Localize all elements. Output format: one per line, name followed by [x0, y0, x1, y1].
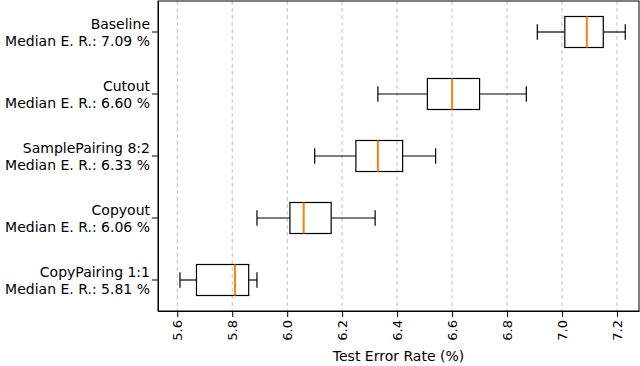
- x-tick: 6.6: [445, 311, 460, 341]
- x-tick-mark: [177, 311, 178, 317]
- median-label: Median E. R.: 6.33 %: [5, 157, 150, 173]
- whisker-cap: [256, 210, 257, 226]
- whisker-cap: [179, 272, 180, 288]
- x-tick-mark: [617, 311, 618, 317]
- box: [356, 141, 403, 172]
- category-label: Cutout: [103, 78, 151, 94]
- median-line: [451, 79, 453, 110]
- x-axis-title: Test Error Rate (%): [332, 348, 464, 364]
- x-tick-label: 6.4: [390, 320, 405, 341]
- x-tick-mark: [452, 311, 453, 317]
- x-tick-mark: [562, 311, 563, 317]
- whisker: [403, 155, 436, 156]
- x-tick-label: 6.0: [280, 320, 295, 341]
- whisker: [537, 31, 564, 32]
- y-tick: [152, 156, 158, 157]
- median-label: Median E. R.: 6.60 %: [5, 95, 150, 111]
- x-tick-mark: [232, 311, 233, 317]
- x-tick-mark: [507, 311, 508, 317]
- median-line: [586, 17, 588, 48]
- category-label: Copyout: [92, 202, 151, 218]
- whisker-cap: [625, 24, 626, 40]
- y-tick: [152, 32, 158, 33]
- y-tick-mark: [152, 280, 158, 281]
- x-tick: 6.4: [390, 311, 405, 341]
- whisker-cap: [314, 148, 315, 164]
- grid-line: [562, 1, 563, 311]
- x-tick-label: 6.2: [335, 320, 350, 341]
- x-tick: 6.8: [500, 311, 515, 341]
- median-label: Median E. R.: 6.06 %: [5, 219, 150, 235]
- plot-frame: [158, 1, 639, 311]
- x-tick: 6.2: [335, 311, 350, 341]
- boxes: [180, 17, 625, 296]
- chart: 5.65.86.06.26.46.66.87.07.2BaselineMedia…: [0, 0, 640, 366]
- whisker: [378, 93, 427, 94]
- y-tick: [152, 94, 158, 95]
- box-group: [257, 203, 375, 234]
- category-label: CopyPairing 1:1: [40, 264, 150, 280]
- median-label: Median E. R.: 7.09 %: [5, 33, 150, 49]
- y-tick: [152, 280, 158, 281]
- x-tick-label: 7.0: [555, 320, 570, 341]
- x-tick: 7.2: [610, 311, 625, 341]
- x-tick-mark: [287, 311, 288, 317]
- grid-line: [617, 1, 618, 311]
- x-tick: 7.0: [555, 311, 570, 341]
- whisker: [480, 93, 527, 94]
- box: [196, 265, 248, 296]
- x-tick-label: 5.6: [170, 320, 185, 341]
- y-tick-mark: [152, 32, 158, 33]
- x-axis: 5.6 5.8 6.0 6.2 6.4 6.6 6.8 7.0 7.2: [159, 311, 640, 341]
- median-line: [303, 203, 305, 234]
- whisker: [315, 155, 356, 156]
- box-group: [315, 141, 436, 172]
- x-tick: 5.8: [225, 311, 240, 341]
- x-tick-label: 7.2: [610, 320, 625, 341]
- whisker: [603, 31, 625, 32]
- box: [565, 17, 603, 48]
- y-tick-mark: [152, 94, 158, 95]
- whisker-cap: [375, 210, 376, 226]
- category-label: Baseline: [91, 16, 150, 32]
- grid-line: [507, 1, 508, 311]
- y-tick-mark: [152, 218, 158, 219]
- box-group: [378, 79, 526, 110]
- x-tick-mark: [342, 311, 343, 317]
- whisker-cap: [377, 86, 378, 102]
- grid: [177, 1, 617, 311]
- whisker-cap: [256, 272, 257, 288]
- plot: 5.6 5.8 6.0 6.2 6.4 6.6 6.8 7.0 7.2: [152, 1, 640, 341]
- category-label: SamplePairing 8:2: [23, 140, 150, 156]
- grid-line: [397, 1, 398, 311]
- y-tick: [152, 218, 158, 219]
- whisker: [331, 217, 375, 218]
- box-group: [537, 17, 625, 48]
- x-tick-label: 6.6: [445, 320, 460, 341]
- box: [290, 203, 331, 234]
- whisker-cap: [435, 148, 436, 164]
- whisker-cap: [537, 24, 538, 40]
- x-tick-label: 6.8: [500, 320, 515, 341]
- median-label: Median E. R.: 5.81 %: [5, 281, 150, 297]
- whisker: [180, 279, 196, 280]
- whisker: [249, 279, 257, 280]
- x-tick-mark: [397, 311, 398, 317]
- grid-line: [287, 1, 288, 311]
- grid-line: [452, 1, 453, 311]
- box-group: [180, 265, 257, 296]
- category-labels: BaselineMedian E. R.: 7.09 %CutoutMedian…: [5, 16, 150, 297]
- x-tick: 6.0: [280, 311, 295, 341]
- whisker: [257, 217, 290, 218]
- y-tick-mark: [152, 156, 158, 157]
- median-line: [377, 141, 379, 172]
- box: [427, 79, 479, 110]
- whisker-cap: [526, 86, 527, 102]
- grid-line: [177, 1, 178, 311]
- median-line: [234, 265, 236, 296]
- x-tick: 5.6: [170, 311, 185, 341]
- x-tick-label: 5.8: [225, 320, 240, 341]
